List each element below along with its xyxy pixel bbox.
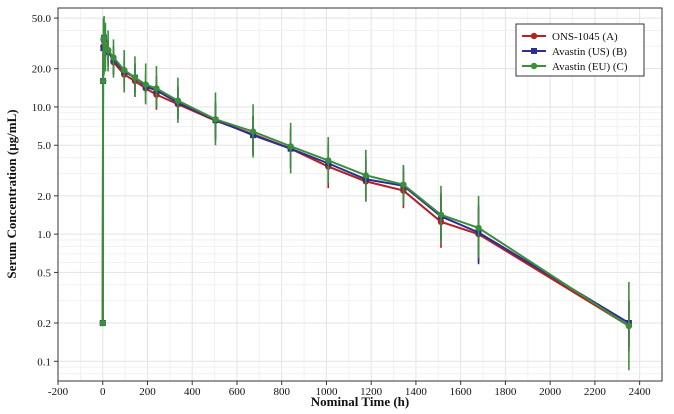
legend: ONS-1045 (A) Avastin (US) (B) Avastin (EU)… — [515, 23, 645, 77]
data-point — [131, 74, 139, 81]
x-tick-label: -200 — [48, 386, 69, 398]
x-tick-label: 200 — [139, 386, 156, 398]
x-tick-label: 1600 — [450, 386, 473, 398]
data-point — [99, 319, 106, 327]
x-tick-label: 1000 — [315, 386, 338, 398]
x-tick-label: 600 — [229, 386, 246, 398]
y-tick-label: 5.0 — [37, 140, 51, 152]
data-point — [437, 211, 445, 218]
y-tick-label: 10.0 — [32, 102, 52, 114]
data-point — [400, 181, 407, 188]
data-point — [153, 85, 160, 92]
data-point — [325, 157, 332, 164]
y-tick-label: 0.1 — [37, 356, 51, 368]
x-axis-ticks: -200 0 200 400 600 800 1000 1200 1400 1600 1800 200… — [48, 381, 651, 398]
legend-label: Avastin (EU) (C) — [552, 61, 628, 73]
series-layer — [99, 15, 633, 371]
x-tick-label: 400 — [184, 386, 201, 398]
y-tick-label: 20.0 — [32, 64, 52, 76]
data-point — [102, 41, 109, 48]
data-point — [249, 128, 257, 135]
x-tick-label: 1400 — [405, 386, 428, 398]
x-tick-label: 2400 — [629, 386, 652, 398]
y-tick-label: 0.5 — [37, 267, 51, 279]
data-point — [212, 116, 219, 123]
y-tick-label: 1.0 — [37, 229, 51, 241]
legend-label: Avastin (US) (B) — [552, 46, 627, 58]
y-axis-ticks: 0.1 0.2 0.5 1.0 2.0 5.0 10.0 20.0 50.0 — [32, 13, 58, 368]
x-tick-label: 2200 — [584, 386, 607, 398]
grid — [57, 7, 663, 381]
data-point — [287, 143, 294, 150]
legend-marker — [530, 32, 538, 40]
y-tick-label: 0.2 — [37, 318, 51, 330]
legend-box — [515, 23, 645, 77]
legend-label: ONS-1045 (A) — [552, 31, 618, 43]
legend-marker — [530, 62, 538, 70]
data-point — [142, 81, 149, 88]
data-point — [104, 46, 112, 54]
data-point — [100, 34, 108, 41]
y-axis-title: Serum Concentration (µg/mL) — [4, 109, 19, 278]
legend-marker — [531, 48, 537, 54]
data-point — [110, 54, 117, 61]
x-tick-label: 0 — [100, 386, 106, 398]
data-point — [362, 172, 370, 179]
x-tick-label: 2000 — [539, 386, 562, 398]
series-2 — [99, 15, 633, 371]
x-tick-label: 800 — [273, 386, 290, 398]
x-tick-label: 1800 — [494, 386, 517, 398]
data-point — [174, 97, 182, 104]
data-point — [475, 224, 482, 232]
data-point — [121, 66, 128, 74]
y-tick-label: 50.0 — [32, 13, 52, 25]
data-point — [99, 77, 107, 85]
plot-frame — [57, 7, 663, 382]
x-axis-title: Nominal Time (h) — [311, 394, 409, 409]
y-tick-label: 2.0 — [37, 191, 51, 203]
x-tick-label: 1200 — [360, 386, 383, 398]
data-point — [625, 322, 633, 330]
